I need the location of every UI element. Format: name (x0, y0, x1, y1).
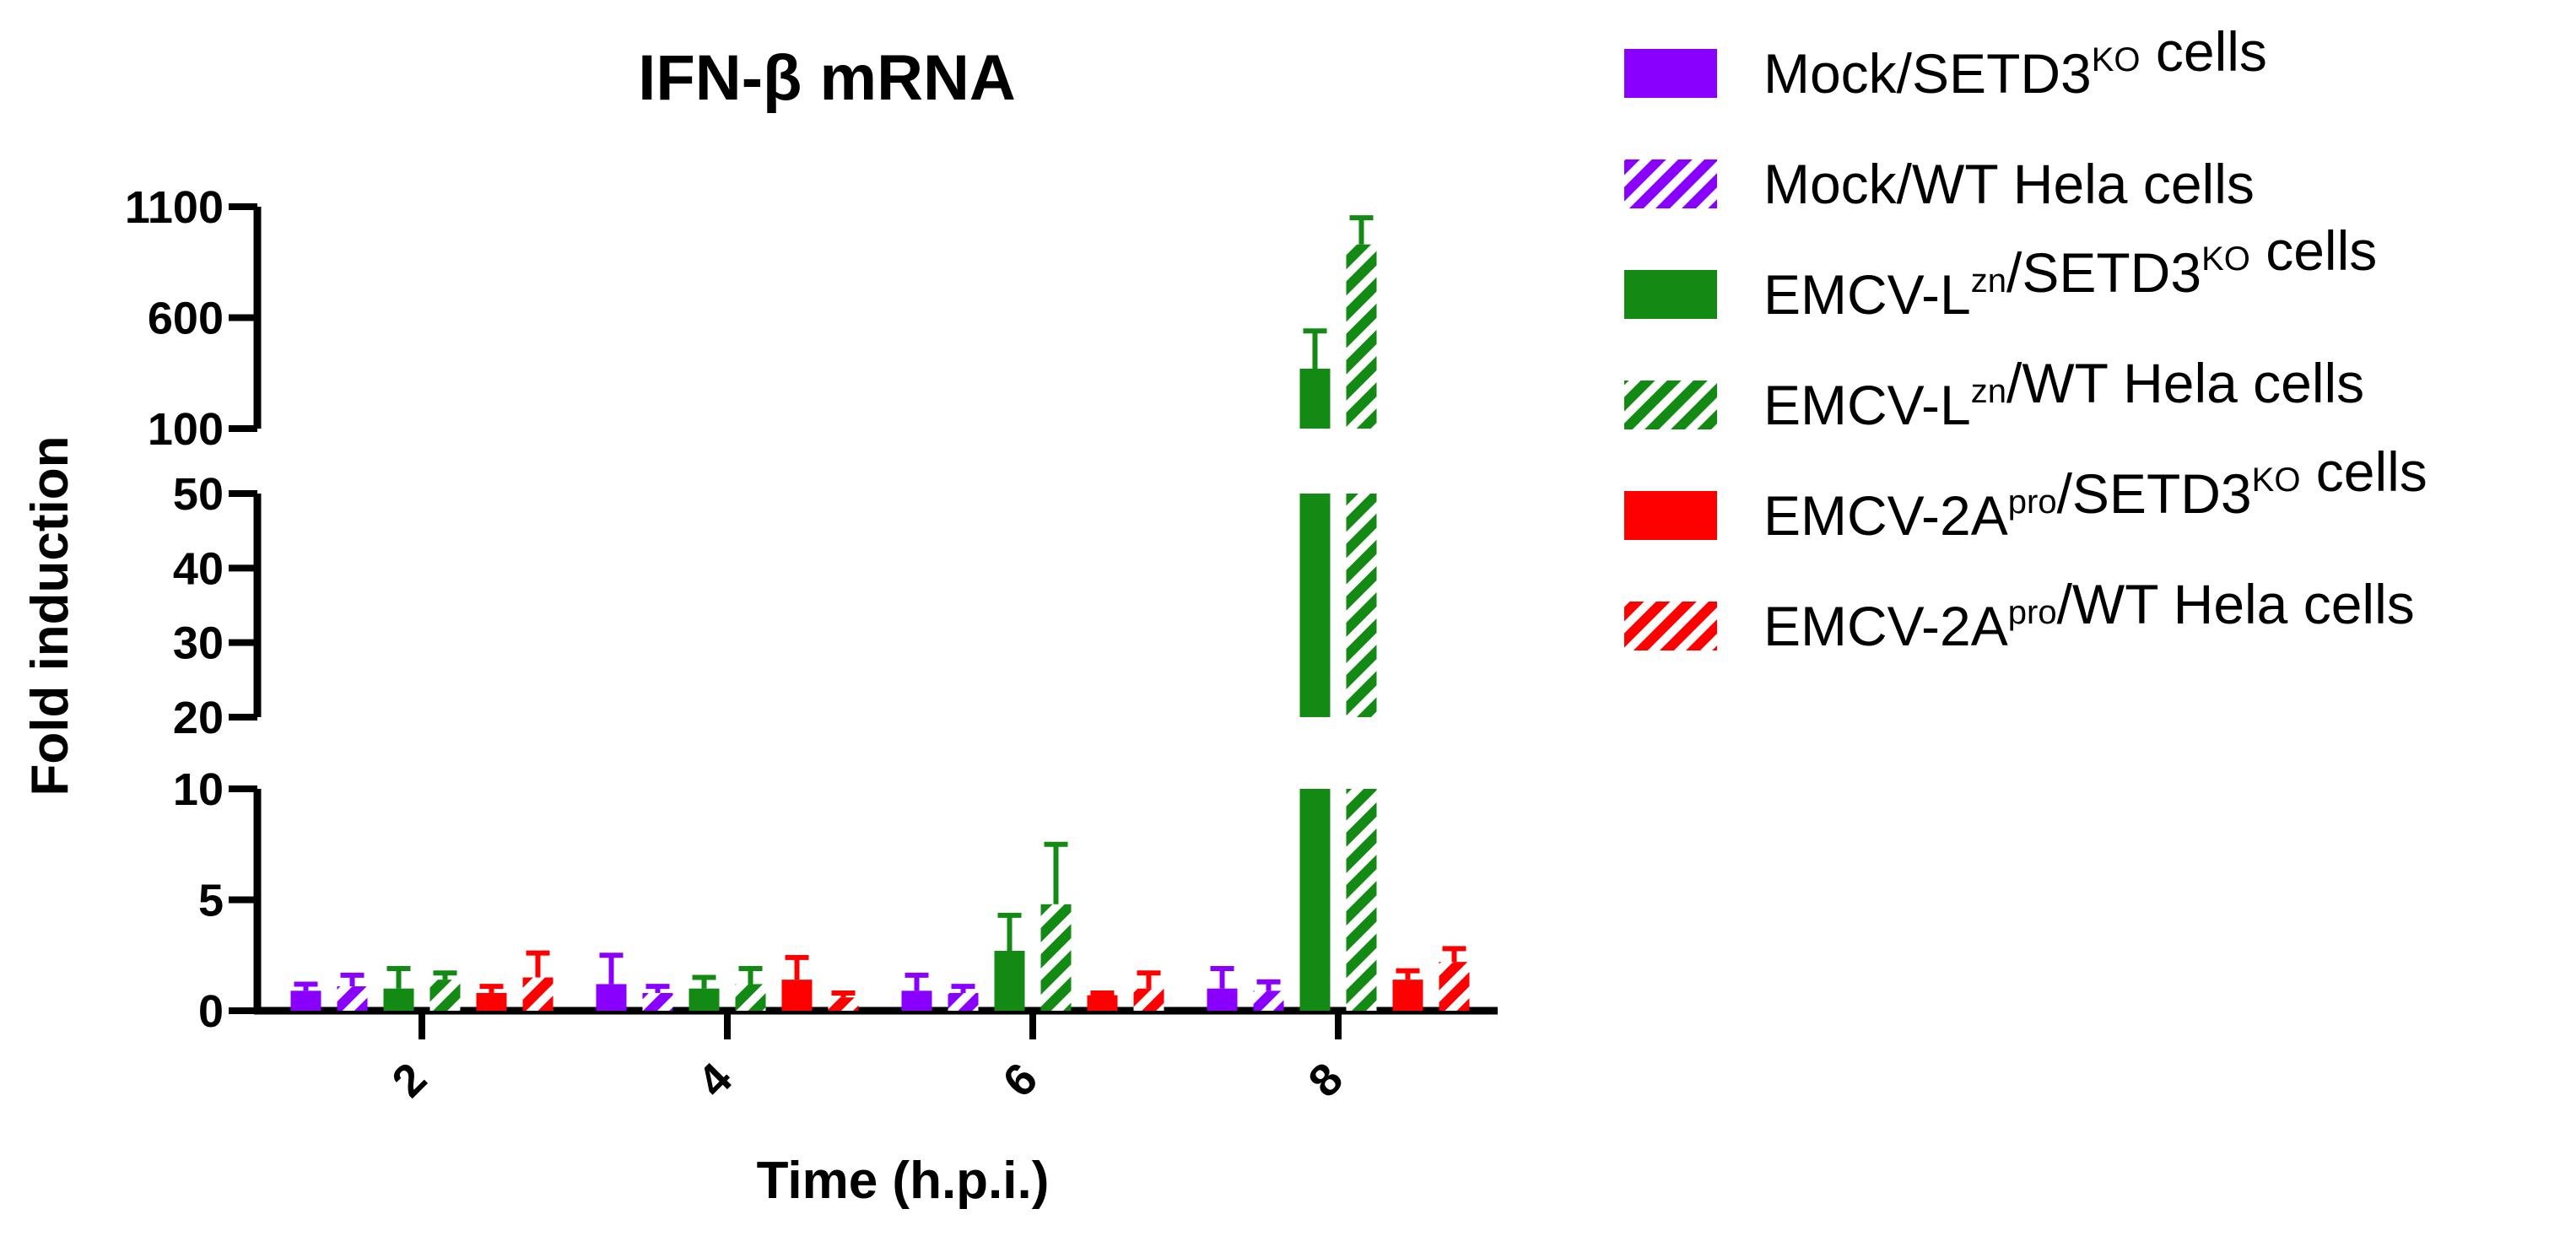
bar (1392, 980, 1423, 1011)
legend-swatch (1624, 159, 1717, 208)
bar (781, 980, 813, 1011)
legend-label: EMCV-Lzn/WT Hela cells (1763, 352, 2364, 436)
y-tick-label: 0 (198, 986, 224, 1037)
legend-item: EMCV-2Apro/SETD3KO cells (1624, 440, 2427, 547)
y-tick-label: 100 (148, 404, 224, 455)
legend-item: Mock/SETD3KO cells (1624, 20, 2267, 105)
bar (901, 990, 932, 1011)
legend-label: EMCV-2Apro/SETD3KO cells (1763, 440, 2427, 547)
legend-label: EMCV-2Apro/WT Hela cells (1763, 573, 2415, 657)
y-axis-label: Fold induction (21, 435, 79, 796)
bar (1253, 990, 1284, 1011)
y-tick-label: 40 (173, 543, 224, 594)
y-tick-label: 1100 (125, 182, 224, 233)
bar (1087, 995, 1118, 1011)
legend-item: EMCV-Lzn/WT Hela cells (1624, 352, 2364, 436)
bar (337, 986, 368, 1011)
bar (948, 992, 979, 1011)
bar (1133, 988, 1164, 1011)
bar (1207, 988, 1238, 1011)
bar (735, 984, 766, 1011)
bar (1299, 789, 1331, 1011)
legend-label: Mock/SETD3KO cells (1763, 20, 2267, 105)
bar (1439, 962, 1470, 1011)
y-tick-label: 20 (173, 693, 224, 743)
bar (828, 997, 859, 1011)
legend-item: EMCV-Lzn/SETD3KO cells (1624, 219, 2377, 326)
x-tick-label: 8 (1299, 1053, 1353, 1107)
legend-label: Mock/WT Hela cells (1763, 153, 2255, 215)
bar (429, 980, 461, 1011)
bar (994, 950, 1025, 1011)
bar (596, 984, 627, 1011)
y-tick-label: 30 (173, 618, 224, 669)
legend-item: Mock/WT Hela cells (1624, 153, 2255, 215)
bar (290, 990, 321, 1011)
bar (1299, 494, 1331, 717)
bar (1299, 368, 1331, 429)
bar (383, 988, 414, 1011)
legend-swatch (1624, 270, 1717, 319)
axes: 0 5 10 20 30 40 50 100 600 1100 2 4 6 8 (125, 182, 1498, 1107)
bar (1346, 244, 1377, 429)
bars-group (290, 215, 1470, 1011)
x-tick-label: 4 (688, 1053, 742, 1107)
x-axis-label: Time (h.p.i.) (757, 1152, 1050, 1210)
chart-title: IFN-β mRNA (638, 42, 1015, 114)
bar (1346, 789, 1377, 1011)
legend-item: EMCV-2Apro/WT Hela cells (1624, 573, 2415, 657)
legend-swatch (1624, 602, 1717, 650)
legend-label: EMCV-Lzn/SETD3KO cells (1763, 219, 2377, 326)
bar (1346, 494, 1377, 717)
bar (642, 992, 673, 1011)
bar (1040, 904, 1072, 1011)
x-tick-label: 6 (993, 1053, 1047, 1107)
legend-swatch (1624, 491, 1717, 540)
y-tick-label: 10 (173, 764, 224, 815)
legend-swatch (1624, 381, 1717, 429)
y-tick-label: 5 (198, 876, 224, 926)
y-tick-label: 600 (148, 294, 224, 344)
bar (689, 988, 720, 1011)
bar (476, 992, 507, 1011)
bar (522, 977, 554, 1011)
y-tick-label: 50 (173, 469, 224, 520)
legend-swatch (1624, 49, 1717, 98)
x-tick-label: 2 (382, 1053, 436, 1107)
